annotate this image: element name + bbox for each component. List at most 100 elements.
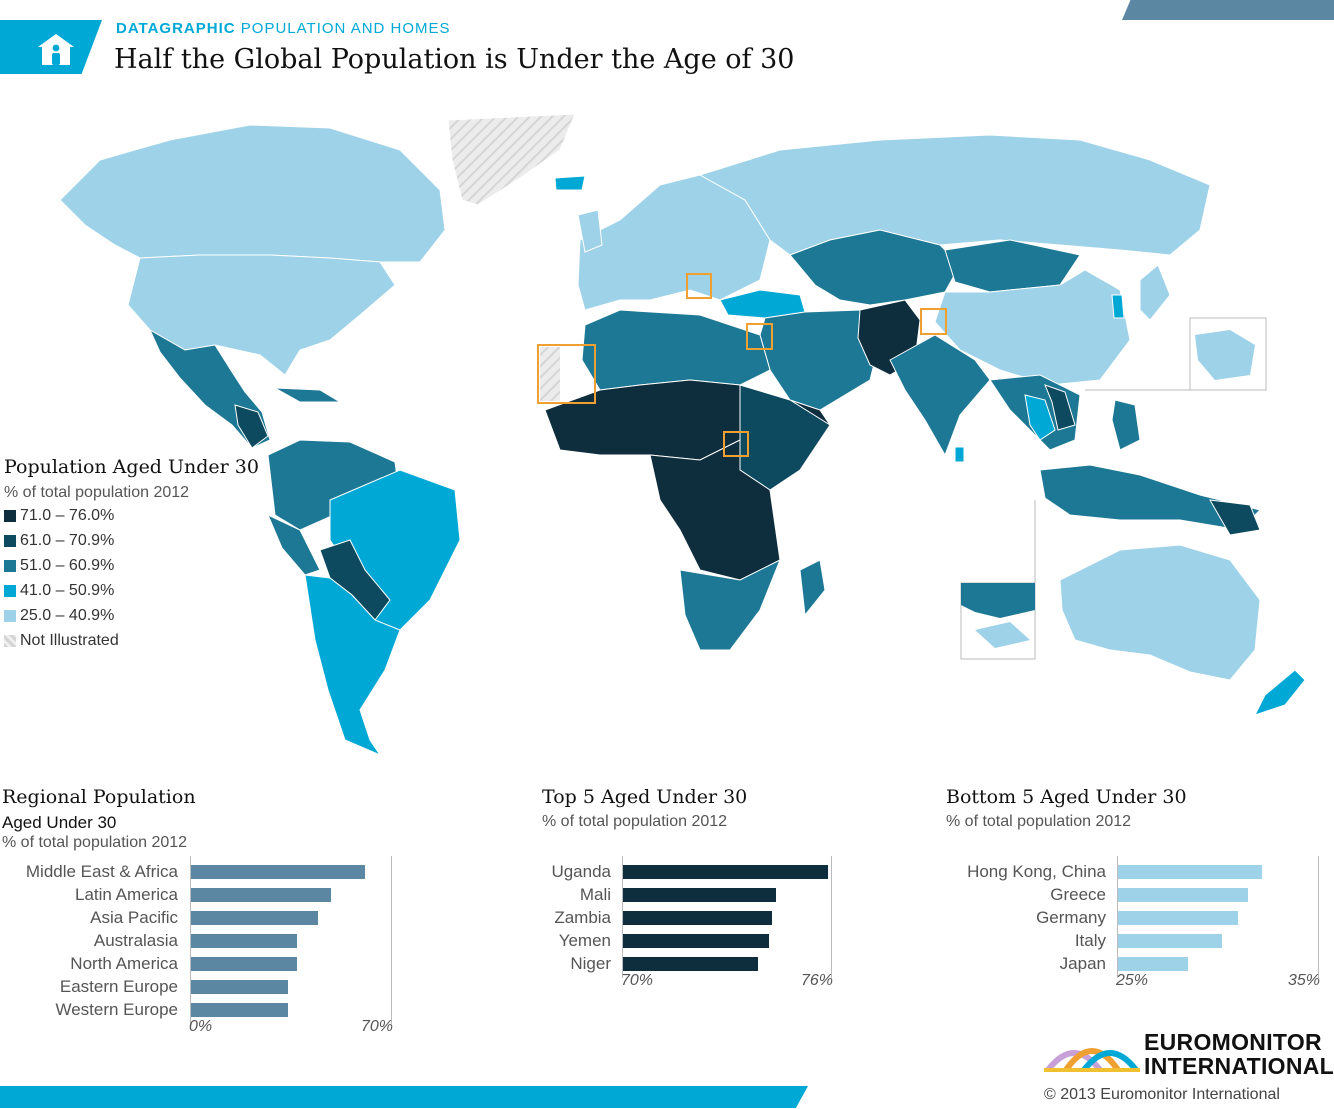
brand-line-2: INTERNATIONAL xyxy=(1144,1053,1334,1079)
axis-line xyxy=(622,856,623,978)
frame-western-sahara xyxy=(537,344,596,404)
greenland-region xyxy=(447,113,576,206)
india-region xyxy=(889,334,991,457)
mongolia-region xyxy=(944,239,1081,293)
category-label: Uganda xyxy=(551,862,611,881)
caribbean-region xyxy=(274,387,342,403)
laos-cambodia-region xyxy=(1044,384,1076,431)
tick-label: 0% xyxy=(189,1018,213,1035)
axis-line xyxy=(831,856,832,978)
madagascar-region xyxy=(799,559,826,617)
bar xyxy=(623,888,776,902)
legend-label: 61.0 – 70.9% xyxy=(20,532,115,549)
chart-title: Top 5 Aged Under 30 xyxy=(542,786,748,808)
bar xyxy=(191,957,297,971)
tick-label: 70% xyxy=(361,1018,394,1035)
bar xyxy=(1118,957,1188,971)
chart-subtitle: Aged Under 30 xyxy=(2,813,117,832)
bar xyxy=(191,934,297,948)
legend-label: 25.0 – 40.9% xyxy=(20,607,115,624)
tick-label: 25% xyxy=(1116,972,1149,989)
legend-item: 61.0 – 70.9% xyxy=(4,531,114,551)
frame-balkans xyxy=(686,273,712,299)
category-label: Niger xyxy=(570,954,611,973)
legend-swatch xyxy=(4,560,16,572)
korea-region xyxy=(1111,294,1125,319)
legend-label: 51.0 – 60.9% xyxy=(20,557,115,574)
bar xyxy=(623,911,773,925)
thailand-region xyxy=(1024,394,1056,441)
bar xyxy=(623,957,759,971)
axis-line xyxy=(1318,856,1319,978)
chart-unit-note: % of total population 2012 xyxy=(542,813,728,830)
frame-levant xyxy=(746,323,773,350)
tick-label: 35% xyxy=(1288,972,1321,989)
japan-region xyxy=(1139,264,1171,321)
page-title: Half the Global Population is Under the … xyxy=(114,44,795,75)
bar xyxy=(1118,888,1248,902)
home-logo-tile xyxy=(0,20,102,74)
north-africa-region xyxy=(581,309,771,391)
category-label: Hong Kong, China xyxy=(967,862,1106,881)
legend-title: Population Aged Under 30 xyxy=(4,456,259,478)
legend-swatch xyxy=(4,535,16,547)
philippines-region xyxy=(1111,399,1141,451)
central-america-dark-region xyxy=(234,404,269,449)
legend-swatch xyxy=(4,510,16,522)
chart-unit-note: % of total population 2012 xyxy=(2,834,188,851)
legend-label: 71.0 – 76.0% xyxy=(20,507,115,524)
copyright: © 2013 Euromonitor International xyxy=(1044,1086,1280,1103)
category-label: Eastern Europe xyxy=(59,977,178,996)
canada-region xyxy=(59,124,446,263)
section-kicker: DATAGRAPHIC POPULATION AND HOMES xyxy=(116,20,451,37)
bar xyxy=(623,865,828,879)
chart-title: Regional Population xyxy=(2,786,196,808)
southern-cone-region xyxy=(304,574,401,757)
tick-label: 70% xyxy=(621,972,654,989)
axis-line xyxy=(1117,856,1118,978)
peru-region xyxy=(267,513,321,576)
category-label: Australasia xyxy=(93,931,178,950)
frame-kashmir xyxy=(920,308,947,335)
tick-label: 76% xyxy=(801,972,834,989)
russia-region xyxy=(698,134,1211,256)
legend-subtitle: % of total population 2012 xyxy=(4,484,190,501)
legend-item: 71.0 – 76.0% xyxy=(4,506,114,526)
euromonitor-logo-icon xyxy=(1044,1048,1140,1072)
legend-item: Not Illustrated xyxy=(4,631,119,651)
footer-accent-bar xyxy=(0,1086,808,1108)
category-label: Latin America xyxy=(75,885,178,904)
iceland-region xyxy=(554,175,586,191)
bar xyxy=(191,1003,289,1017)
category-label: Greece xyxy=(1050,885,1106,904)
header-accent-bar xyxy=(1122,0,1334,20)
chart-unit-note: % of total population 2012 xyxy=(946,813,1132,830)
house-icon xyxy=(38,34,74,65)
papua-region xyxy=(1209,499,1261,536)
legend-label: Not Illustrated xyxy=(20,632,119,649)
legend-label: 41.0 – 50.9% xyxy=(20,582,115,599)
frame-south-sudan xyxy=(723,431,749,457)
legend-swatch xyxy=(4,610,16,622)
category-label: Zambia xyxy=(554,908,611,927)
bar xyxy=(191,980,289,994)
category-label: Asia Pacific xyxy=(90,908,178,927)
axis-line xyxy=(190,856,191,1024)
europe-region xyxy=(577,174,771,311)
southern-africa-region xyxy=(679,558,781,651)
legend-swatch xyxy=(4,635,16,647)
brand-line-1: EUROMONITOR xyxy=(1144,1029,1322,1055)
bar xyxy=(623,934,769,948)
world-choropleth-map xyxy=(59,113,1306,757)
legend-item: 41.0 – 50.9% xyxy=(4,581,114,601)
chart-title: Bottom 5 Aged Under 30 xyxy=(946,786,1187,808)
uk-region xyxy=(577,209,603,253)
bar xyxy=(191,911,319,925)
china-region xyxy=(934,269,1131,386)
category-label: Germany xyxy=(1036,908,1106,927)
category-label: Italy xyxy=(1074,931,1106,950)
legend-item: 25.0 – 40.9% xyxy=(4,606,114,626)
bar xyxy=(1118,911,1238,925)
bar xyxy=(191,888,331,902)
brand-name: EUROMONITOR INTERNATIONAL xyxy=(1144,1030,1334,1078)
